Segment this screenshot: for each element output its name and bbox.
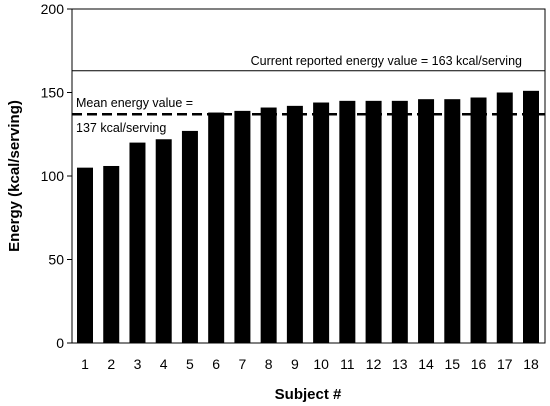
x-tick-label-15: 15: [445, 356, 461, 372]
y-tick-label-150: 150: [41, 85, 65, 101]
x-tick-label-10: 10: [313, 356, 329, 372]
reported-energy-label: Current reported energy value = 163 kcal…: [251, 54, 522, 68]
bar-subject-17: [496, 92, 513, 343]
bar-subject-7: [234, 110, 251, 344]
x-tick-label-4: 4: [160, 356, 168, 372]
mean-energy-label-line-1: Mean energy value =: [76, 96, 193, 110]
bars: [77, 90, 539, 344]
bar-subject-1: [77, 167, 93, 343]
y-axis-title: Energy (kcal/serving): [6, 100, 23, 252]
bar-subject-5: [181, 130, 198, 343]
bar-subject-8: [260, 107, 277, 343]
bar-subject-6: [208, 112, 225, 343]
bar-subject-16: [470, 97, 487, 343]
x-axis-title: Subject #: [275, 386, 342, 403]
bar-subject-18: [523, 90, 539, 343]
x-tick-label-13: 13: [392, 356, 408, 372]
x-tick-label-7: 7: [239, 356, 247, 372]
reference-lines: [72, 70, 545, 116]
bar-subject-15: [444, 99, 461, 344]
y-axis-ticks: 0 50 100 150 200: [41, 1, 72, 351]
bar-subject-10: [313, 102, 330, 344]
x-tick-label-9: 9: [291, 356, 299, 372]
x-tick-label-5: 5: [186, 356, 194, 372]
x-tick-label-8: 8: [265, 356, 273, 372]
bar-subject-14: [418, 99, 435, 344]
bar-subject-4: [155, 139, 172, 343]
x-tick-label-17: 17: [497, 356, 513, 372]
annotations: Current reported energy value = 163 kcal…: [76, 54, 522, 135]
x-tick-label-3: 3: [134, 356, 142, 372]
x-tick-label-12: 12: [366, 356, 382, 372]
y-tick-label-200: 200: [41, 1, 65, 17]
bar-subject-11: [339, 100, 356, 343]
bar-subject-12: [365, 100, 382, 343]
bar-subject-3: [129, 142, 146, 343]
x-tick-label-18: 18: [523, 356, 539, 372]
x-tick-label-16: 16: [471, 356, 487, 372]
mean-energy-label-line-2: 137 kcal/serving: [76, 121, 166, 135]
x-axis-ticks: 1 2 3 4 5 6 7 8 9 10 11 12 13 14 15 16 17 18: [81, 356, 539, 372]
y-tick-label-0: 0: [56, 335, 64, 351]
bar-subject-2: [103, 165, 120, 343]
x-tick-label-14: 14: [418, 356, 434, 372]
bar-subject-13: [391, 100, 408, 343]
x-tick-label-11: 11: [340, 356, 355, 372]
x-tick-label-1: 1: [81, 356, 89, 372]
y-tick-label-50: 50: [48, 252, 64, 268]
x-tick-label-6: 6: [212, 356, 220, 372]
x-tick-label-2: 2: [107, 356, 115, 372]
bar-subject-9: [286, 105, 303, 343]
y-tick-label-100: 100: [41, 168, 65, 184]
